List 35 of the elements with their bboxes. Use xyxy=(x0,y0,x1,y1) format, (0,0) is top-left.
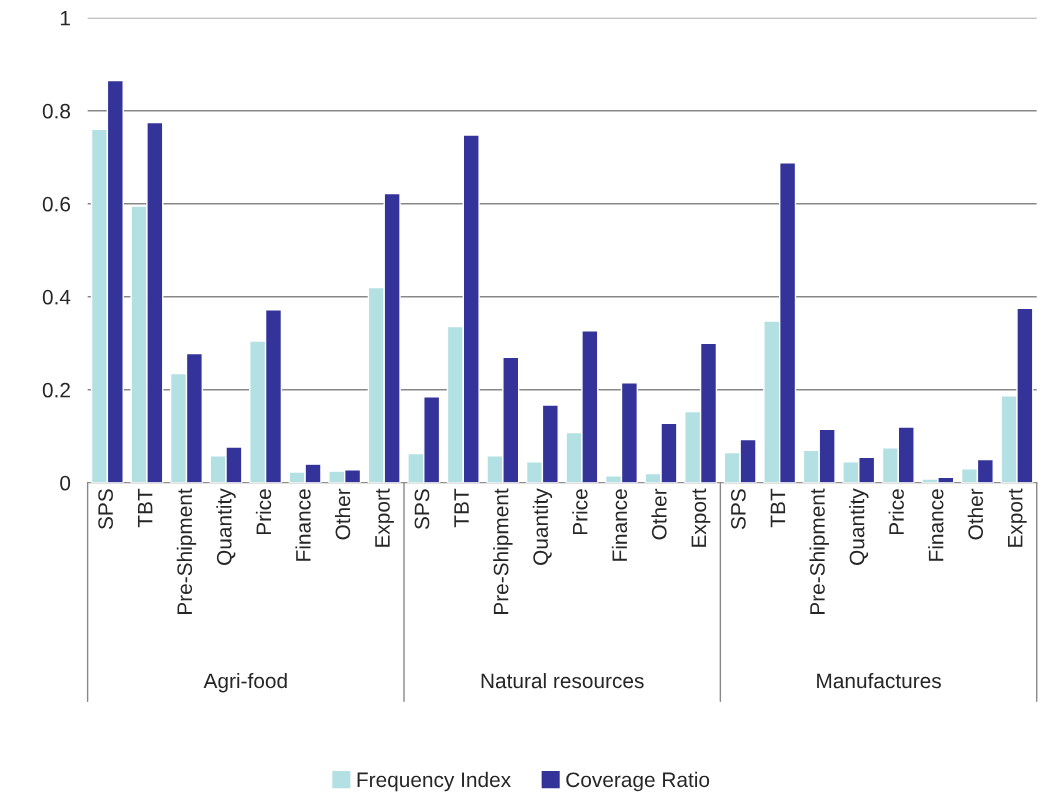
x-tick-label: Price xyxy=(255,489,272,535)
y-tick-label: 0 xyxy=(60,475,71,491)
x-tick-label: Quantity xyxy=(532,488,553,565)
x-tick-label: SPS xyxy=(414,489,430,530)
y-tick-label: 0.2 xyxy=(42,382,70,398)
x-tick-label: Pre-Shipment xyxy=(176,488,197,614)
legend-label: Coverage Ratio xyxy=(566,771,710,792)
y-tick-label: 0.8 xyxy=(42,103,71,119)
x-tick-label: Other xyxy=(651,488,667,540)
x-tick-label: Other xyxy=(967,488,984,540)
text: Manufactures xyxy=(817,673,941,689)
text: Agri-food xyxy=(203,672,287,693)
x-tick-label: Export xyxy=(691,488,711,547)
text: Natural resources xyxy=(481,672,644,689)
x-tick-label: Finance xyxy=(928,489,944,561)
x-tick-label: Price xyxy=(888,489,904,535)
x-tick-label: Other xyxy=(334,488,351,540)
x-tick-label: Quantity xyxy=(216,488,236,565)
x-tick-label: Finance xyxy=(611,489,628,561)
x-tick-label: Pre-Shipment xyxy=(809,488,829,614)
legend-label: Frequency Index xyxy=(357,771,511,792)
x-tick-label: Finance xyxy=(295,489,311,561)
x-tick-label: Pre-Shipment xyxy=(493,488,513,614)
x-tick-label: TBT xyxy=(454,488,469,528)
x-tick-label: Export xyxy=(375,488,394,547)
y-tick-label: 0.6 xyxy=(42,196,71,212)
x-tick-label: SPS xyxy=(730,489,746,530)
x-tick-label: Quantity xyxy=(849,488,869,565)
y-tick-label: 0.4 xyxy=(42,289,71,305)
x-tick-label: Price xyxy=(572,489,588,535)
x-tick-label: Export xyxy=(1008,488,1027,547)
x-tick-label: SPS xyxy=(98,489,113,530)
y-tick-label: 1 xyxy=(60,11,70,26)
x-tick-label: TBT xyxy=(770,488,786,528)
x-tick-label: TBT xyxy=(137,488,153,528)
